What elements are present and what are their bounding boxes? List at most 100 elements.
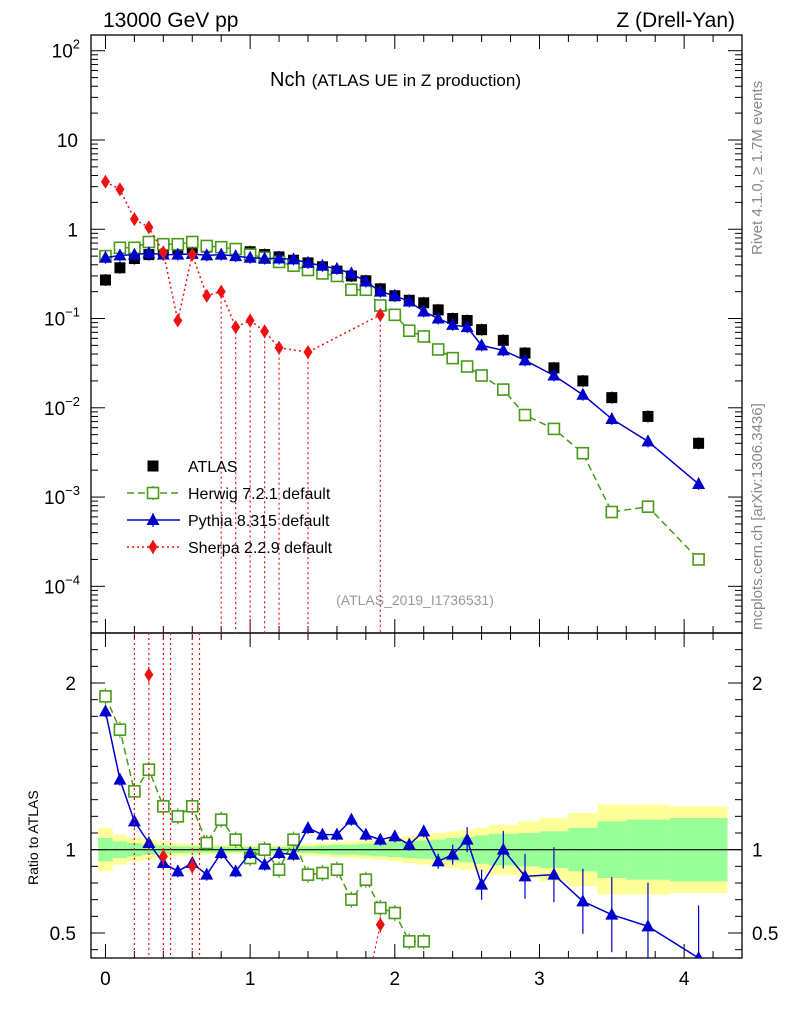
- ratio-data-point: [214, 846, 228, 858]
- ratio-data-point: [388, 829, 402, 842]
- ratio-data-point: [158, 849, 168, 864]
- data-point: [519, 347, 531, 359]
- ratio-data-point: [431, 854, 445, 867]
- data-point: [431, 311, 445, 324]
- ratio-data-point: [345, 893, 358, 906]
- data-point: [497, 334, 509, 346]
- main-axes-layer: 102 10 1 10−1 10−2 10−3 10−4: [44, 35, 742, 634]
- data-point: [576, 446, 590, 460]
- ratio-data-point: [243, 846, 257, 858]
- data-point: [518, 353, 532, 366]
- ratio-data-point: [402, 837, 416, 850]
- ratio-y-tick-label-right: 0.5: [752, 924, 778, 945]
- ratio-data-point: [518, 869, 532, 882]
- data-point: [142, 235, 156, 249]
- data-point: [476, 324, 488, 336]
- data-point: [446, 351, 459, 365]
- data-point: [315, 258, 329, 271]
- ratio-data-point: [99, 690, 112, 703]
- main-y-tick-label: 10−1: [44, 305, 80, 331]
- data-point: [99, 274, 111, 286]
- legend-label: Sherpa 2.2.9 default: [188, 540, 333, 557]
- ratio-data-point: [113, 772, 127, 785]
- rivet-label: Rivet 4.1.0, ≥ 1.7M events: [749, 81, 766, 255]
- legend-entry: ATLAS: [147, 459, 238, 476]
- ratio-data-point: [446, 847, 460, 860]
- ratio-data-point: [187, 859, 197, 874]
- data-point: [432, 304, 444, 316]
- ratio-data-point: [128, 785, 141, 798]
- series-line: [105, 241, 700, 560]
- data-point: [185, 235, 199, 249]
- data-point: [547, 422, 561, 436]
- ratio-data-point: [157, 800, 170, 813]
- ratio-data-point: [315, 827, 329, 840]
- data-point: [692, 477, 706, 490]
- ratio-data-point: [576, 894, 590, 907]
- data-point: [173, 313, 183, 328]
- data-point: [258, 251, 272, 264]
- data-point: [518, 408, 532, 422]
- ratio-series-layer: [98, 633, 703, 958]
- main-y-tick-label: 10: [57, 131, 78, 152]
- legend-entry: Herwig 7.2.1 default: [127, 486, 331, 503]
- data-point: [547, 368, 561, 381]
- ratio-data-point: [301, 821, 315, 833]
- ratio-data-point: [185, 800, 199, 813]
- plot-title-sub: (ATLAS UE in Z production): [312, 71, 521, 90]
- data-point: [417, 304, 431, 317]
- ratio-data-point: [641, 919, 655, 932]
- ratio-data-point: [200, 836, 214, 850]
- ratio-axes-layer: 2 2 1 1 0.5 0.5 0 1 2 3 4: [50, 633, 778, 990]
- ratio-data-point: [373, 832, 387, 845]
- main-series-layer: [98, 174, 706, 633]
- main-y-tick-label: 10−2: [44, 394, 80, 420]
- ratio-y-tick-label-right: 1: [752, 841, 763, 862]
- ratio-data-point: [316, 866, 329, 880]
- ratio-data-point: [258, 843, 271, 856]
- main-y-tick-label: 1: [67, 220, 78, 241]
- legend-entry: Pythia 8.315 default: [127, 513, 330, 530]
- ratio-data-point: [171, 864, 185, 877]
- main-y-tick-label: 10−3: [44, 483, 80, 509]
- data-point: [605, 505, 619, 519]
- data-point: [693, 437, 705, 449]
- ratio-ylabel: Ratio to ATLAS: [25, 790, 41, 885]
- data-point: [642, 410, 654, 422]
- x-tick-label: 4: [679, 969, 690, 990]
- plot-title-main: Nch: [270, 69, 306, 91]
- data-point: [402, 324, 416, 338]
- data-point: [287, 252, 301, 265]
- ratio-data-point: [287, 833, 300, 846]
- data-point: [475, 338, 489, 351]
- data-point: [548, 362, 560, 374]
- ratio-data-point: [475, 877, 489, 890]
- data-point: [272, 251, 286, 264]
- data-point: [171, 247, 185, 260]
- ratio-data-point: [214, 813, 228, 826]
- data-point: [243, 250, 257, 263]
- x-tick-label: 3: [534, 969, 545, 990]
- data-point: [330, 261, 344, 274]
- header-right: Z (Drell-Yan): [616, 9, 735, 32]
- ratio-data-point: [287, 847, 301, 860]
- ratio-data-point: [402, 935, 416, 948]
- legend-label: ATLAS: [188, 459, 238, 476]
- ratio-data-point: [144, 667, 154, 682]
- data-point: [388, 288, 402, 301]
- ratio-data-point: [359, 827, 373, 840]
- data-point: [460, 320, 474, 333]
- legend: ATLAS Herwig 7.2.1 default Pythia 8.315 de…: [127, 459, 333, 557]
- data-point: [202, 288, 212, 303]
- ratio-data-point: [388, 906, 402, 920]
- data-point: [345, 283, 358, 297]
- ratio-y-tick-label: 0.5: [50, 924, 76, 945]
- legend-marker: [146, 513, 160, 525]
- data-point: [129, 212, 139, 227]
- mcplots-label: mcplots.cern.ch [arXiv:1306.3436]: [749, 403, 766, 630]
- series-line: [105, 252, 700, 485]
- ratio-data-point: [200, 867, 214, 880]
- main-y-tick-label: 102: [52, 37, 80, 63]
- ratio-data-point: [229, 864, 243, 877]
- sherpa-ratio-drop: [372, 924, 381, 958]
